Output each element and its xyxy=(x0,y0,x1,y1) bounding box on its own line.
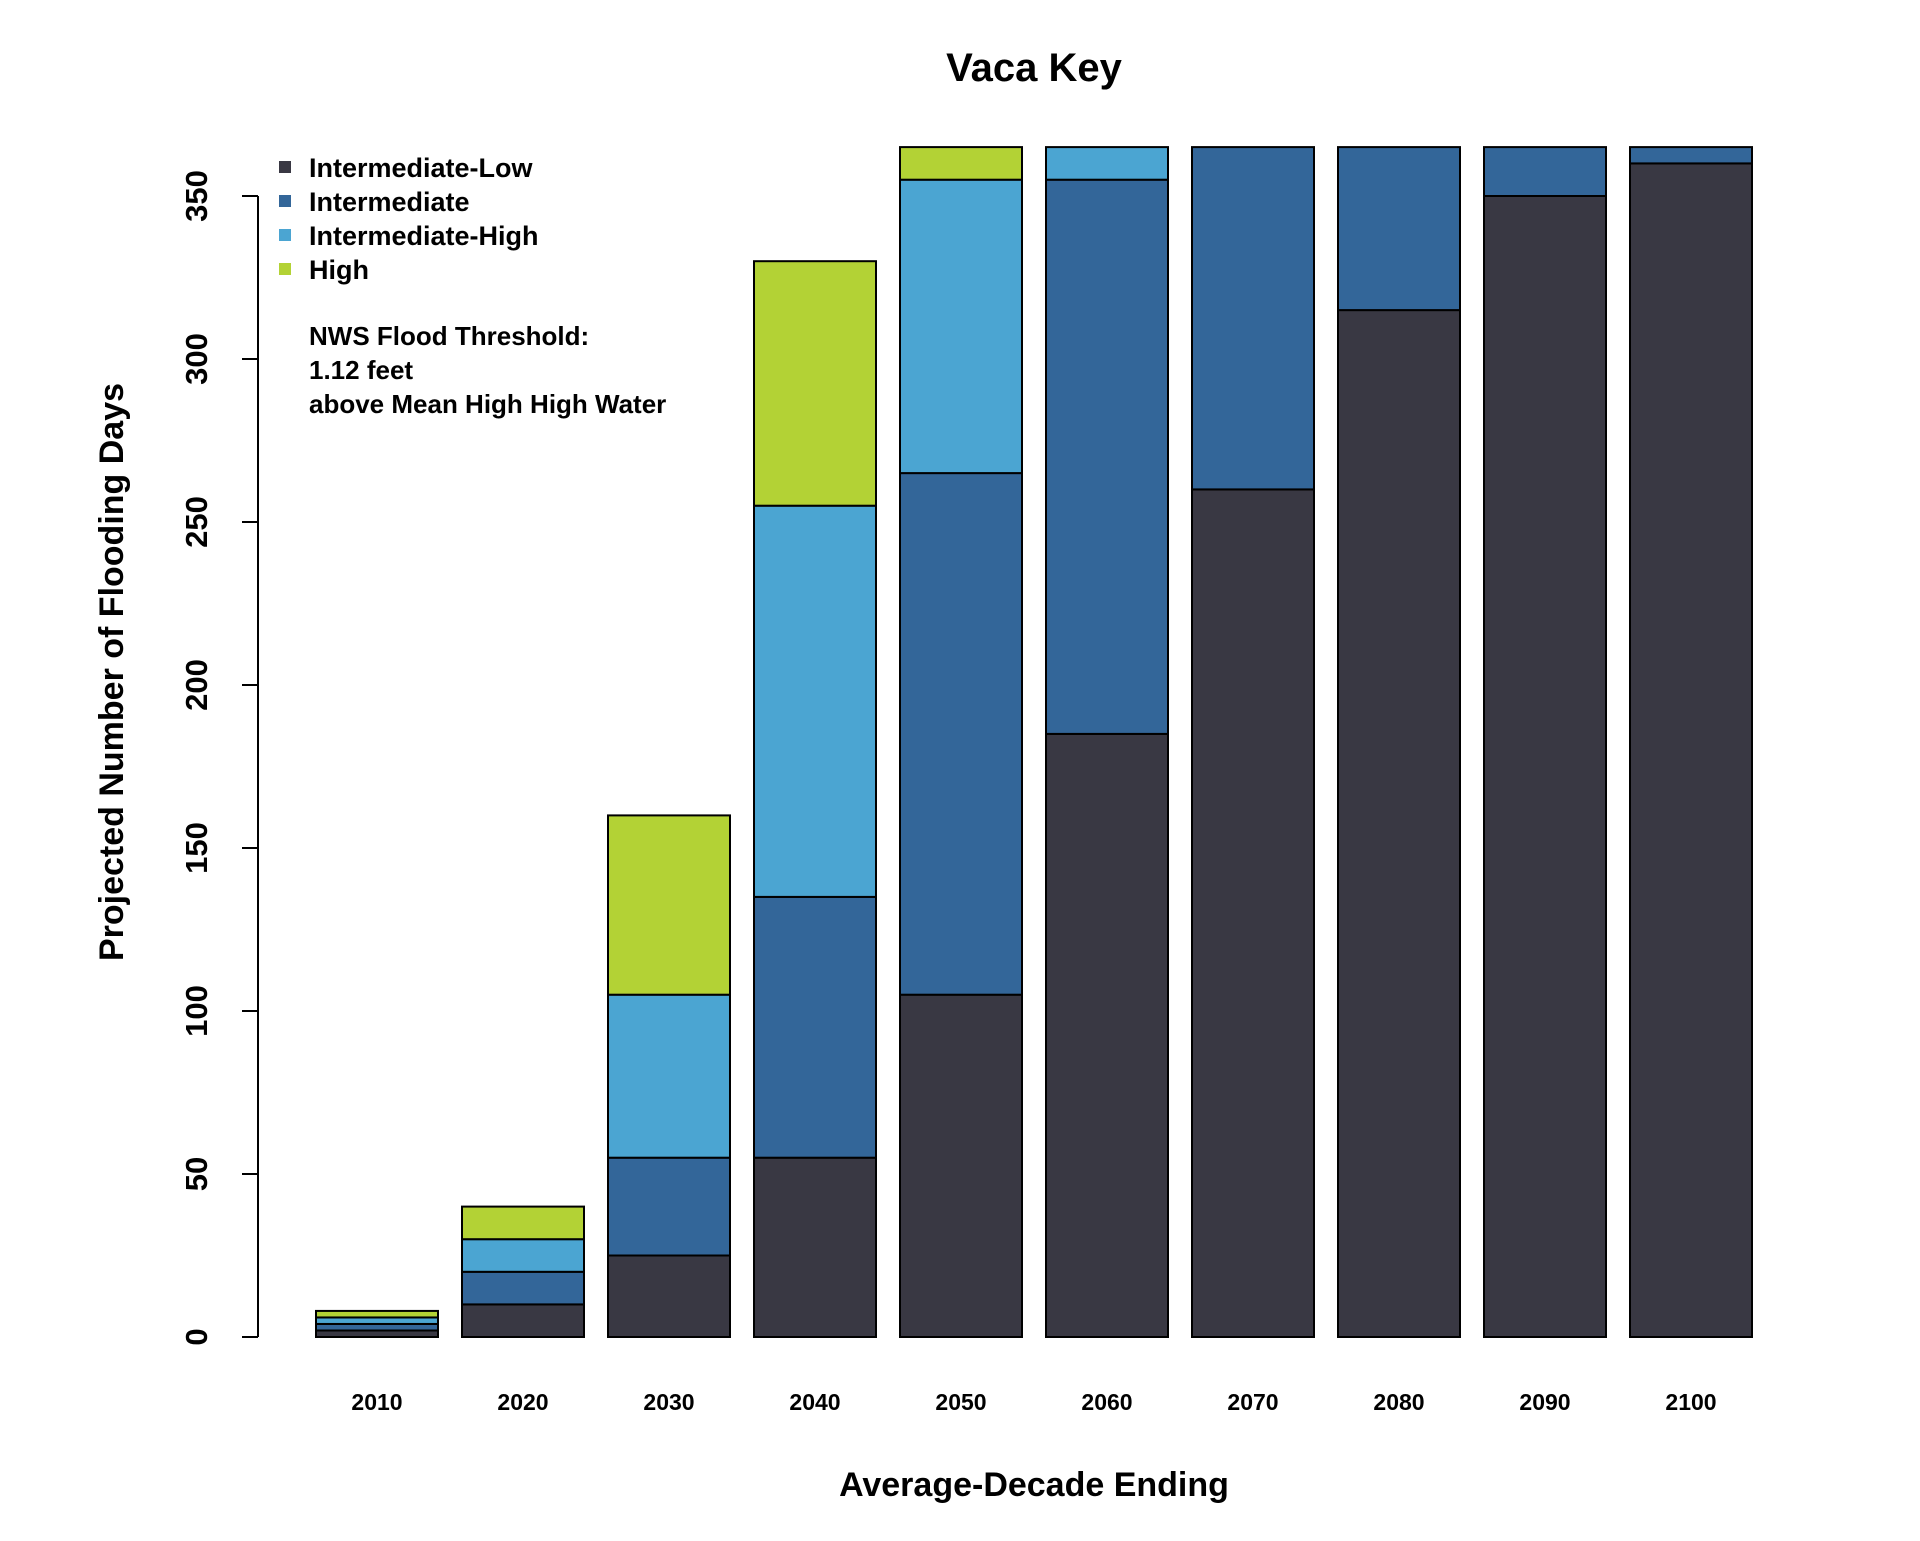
annotation-line: above Mean High High Water xyxy=(309,389,666,419)
y-axis: 0 50 100 150 200 250 300 350 xyxy=(179,170,259,1346)
x-tick-label: 2090 xyxy=(1519,1389,1570,1415)
bar-segment xyxy=(1337,146,1461,312)
y-tick-label: 0 xyxy=(179,1328,214,1345)
annotation-line: NWS Flood Threshold: xyxy=(309,321,589,351)
y-axis-label: Projected Number of Flooding Days xyxy=(93,383,131,961)
x-tick-label: 2080 xyxy=(1373,1389,1424,1415)
bar-segment xyxy=(461,1238,585,1273)
bar-segment xyxy=(1045,178,1169,735)
x-tick-label: 2010 xyxy=(351,1389,402,1415)
x-axis-label: Average-Decade Ending xyxy=(839,1466,1229,1504)
bar-segment xyxy=(607,993,731,1159)
bar-segment xyxy=(753,1156,877,1338)
bar-segment xyxy=(899,993,1023,1338)
chart-title: Vaca Key xyxy=(946,46,1122,90)
y-tick-label: 200 xyxy=(179,659,214,711)
bar-segment xyxy=(1483,146,1607,198)
x-tick-label: 2100 xyxy=(1665,1389,1716,1415)
legend-swatch xyxy=(279,161,291,173)
bar-segment xyxy=(1337,309,1461,1339)
x-tick-label: 2060 xyxy=(1081,1389,1132,1415)
y-tick-label: 100 xyxy=(179,985,214,1037)
legend-swatch xyxy=(279,195,291,207)
bar-segment xyxy=(1191,488,1315,1338)
y-tick-label: 350 xyxy=(179,170,214,222)
x-tick-label: 2050 xyxy=(935,1389,986,1415)
legend: Intermediate-Low Intermediate Intermediate… xyxy=(279,153,539,285)
bar-segment xyxy=(1629,162,1753,1338)
x-axis-ticks: 2010 2020 2030 2040 2050 2060 2070 2080 2090 2100 xyxy=(351,1389,1716,1415)
bar-segment xyxy=(1483,195,1607,1338)
legend-swatch xyxy=(279,263,291,275)
bar-segment xyxy=(899,178,1023,475)
bar-segment xyxy=(899,146,1023,181)
bar-segment xyxy=(753,260,877,507)
legend-label: Intermediate-High xyxy=(309,221,539,251)
legend-label: Intermediate xyxy=(309,187,470,217)
x-tick-label: 2020 xyxy=(497,1389,548,1415)
bar-segment xyxy=(461,1270,585,1306)
legend-label: High xyxy=(309,255,369,285)
x-tick-label: 2040 xyxy=(789,1389,840,1415)
legend-label: Intermediate-Low xyxy=(309,153,534,183)
y-tick-label: 150 xyxy=(179,822,214,874)
bar-segment xyxy=(461,1205,585,1241)
bar-segment xyxy=(1191,146,1315,491)
bar-segment xyxy=(753,895,877,1159)
bar-segment xyxy=(1629,146,1753,165)
y-tick-label: 50 xyxy=(179,1157,214,1191)
bar-segment xyxy=(315,1309,439,1319)
bar-segment xyxy=(899,472,1023,996)
bar-segment xyxy=(1045,732,1169,1338)
y-tick-label: 250 xyxy=(179,496,214,548)
y-tick-label: 300 xyxy=(179,333,214,385)
bars xyxy=(315,146,1753,1339)
bar-segment xyxy=(607,814,731,996)
bar-segment xyxy=(1045,146,1169,181)
bar-segment xyxy=(607,1254,731,1338)
annotation-line: 1.12 feet xyxy=(309,355,413,385)
annotation: NWS Flood Threshold: 1.12 feet above Mean … xyxy=(309,321,666,419)
bar-segment xyxy=(607,1156,731,1257)
bar-segment xyxy=(461,1303,585,1339)
legend-swatch xyxy=(279,229,291,241)
bar-segment xyxy=(753,504,877,898)
x-tick-label: 2070 xyxy=(1227,1389,1278,1415)
x-tick-label: 2030 xyxy=(643,1389,694,1415)
